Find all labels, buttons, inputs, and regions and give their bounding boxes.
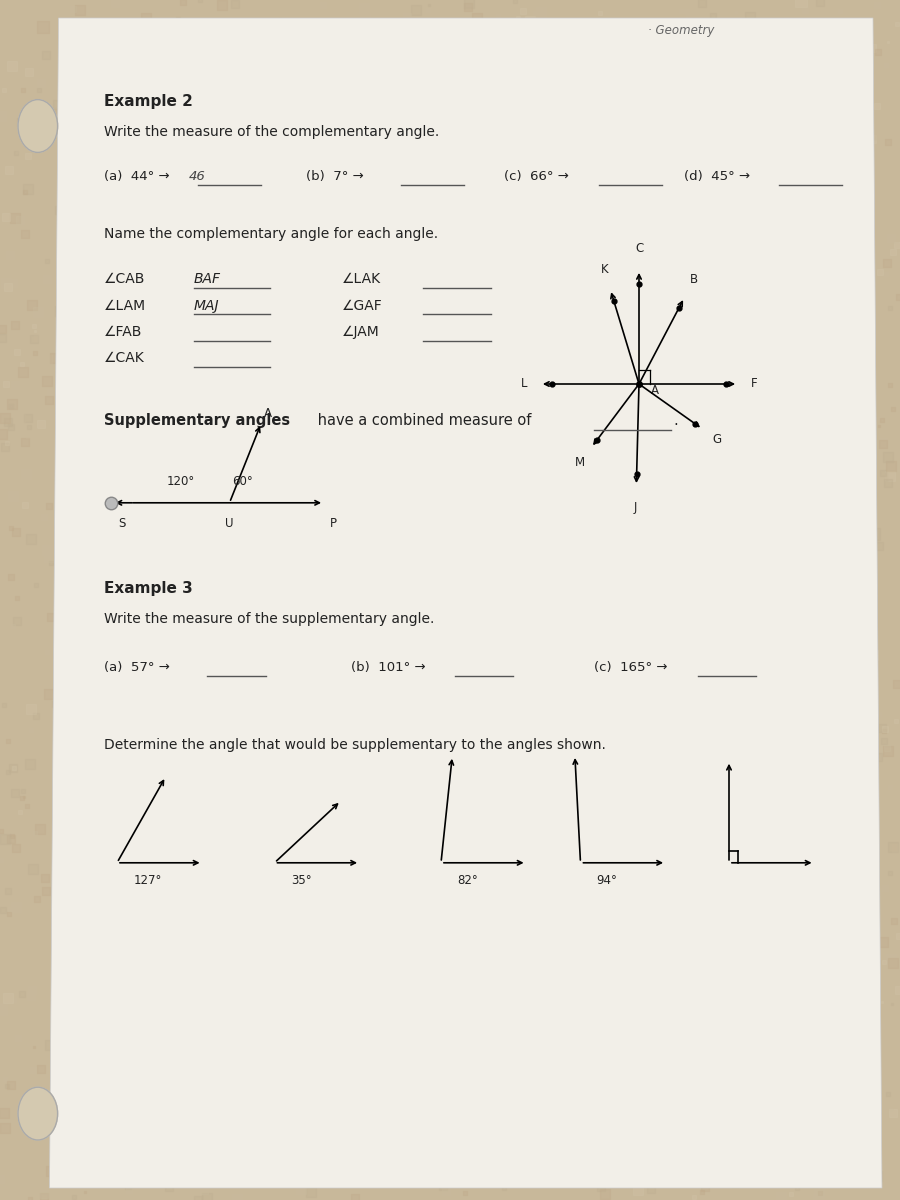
Text: (b)  101° →: (b) 101° → — [351, 661, 426, 673]
Text: have a combined measure of: have a combined measure of — [313, 413, 532, 427]
Text: B: B — [689, 274, 698, 287]
Text: (c)  165° →: (c) 165° → — [594, 661, 668, 673]
Text: (b)  7° →: (b) 7° → — [306, 170, 364, 182]
Text: U: U — [225, 517, 234, 530]
Circle shape — [18, 100, 58, 152]
Text: S: S — [118, 517, 125, 530]
Text: MAJ: MAJ — [194, 299, 219, 312]
Text: ∠JAM: ∠JAM — [342, 325, 380, 338]
Text: ∠FAB: ∠FAB — [104, 325, 142, 338]
Text: J: J — [634, 502, 637, 514]
Text: P: P — [329, 517, 337, 530]
Text: 127°: 127° — [133, 875, 162, 888]
Text: · Gеometry: · Gеometry — [648, 24, 715, 37]
Text: ∠CAB: ∠CAB — [104, 272, 145, 286]
Text: 82°: 82° — [457, 875, 478, 888]
Text: Example 3: Example 3 — [104, 581, 193, 595]
Text: Supplementary angles: Supplementary angles — [104, 413, 290, 427]
Text: M: M — [575, 456, 585, 469]
Text: A: A — [265, 407, 273, 420]
Text: 94°: 94° — [597, 875, 617, 888]
Text: Determine the angle that would be supplementary to the angles shown.: Determine the angle that would be supple… — [104, 738, 606, 751]
Circle shape — [18, 1087, 58, 1140]
Text: (d)  45° →: (d) 45° → — [684, 170, 750, 182]
Polygon shape — [50, 18, 882, 1188]
Text: L: L — [520, 378, 527, 390]
Text: 120°: 120° — [166, 475, 194, 487]
Text: Name the complementary angle for each angle.: Name the complementary angle for each an… — [104, 227, 437, 240]
Text: (c)  66° →: (c) 66° → — [504, 170, 569, 182]
Text: 46: 46 — [189, 170, 206, 182]
Text: ∠LAK: ∠LAK — [342, 272, 381, 286]
Text: (a)  57° →: (a) 57° → — [104, 661, 169, 673]
Text: Example 2: Example 2 — [104, 94, 193, 108]
Text: BAF: BAF — [194, 272, 220, 286]
Text: ∠GAF: ∠GAF — [342, 299, 382, 312]
Text: F: F — [751, 378, 758, 390]
Text: .: . — [673, 413, 678, 427]
Text: G: G — [712, 433, 722, 445]
Text: ∠CAK: ∠CAK — [104, 352, 144, 365]
Text: K: K — [600, 263, 608, 276]
Text: A: A — [651, 384, 659, 396]
Text: 60°: 60° — [232, 475, 253, 487]
Text: Write the measure of the complementary angle.: Write the measure of the complementary a… — [104, 125, 439, 138]
Text: (a)  44° →: (a) 44° → — [104, 170, 169, 182]
Text: C: C — [634, 242, 644, 254]
Text: ∠LAM: ∠LAM — [104, 299, 146, 312]
Text: 35°: 35° — [291, 875, 311, 888]
Text: Write the measure of the supplementary angle.: Write the measure of the supplementary a… — [104, 612, 434, 626]
